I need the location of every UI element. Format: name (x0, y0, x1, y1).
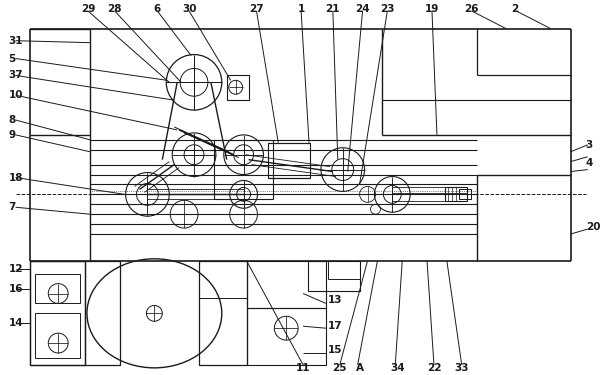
Bar (445, 188, 467, 201)
Text: 13: 13 (328, 296, 343, 306)
Text: 14: 14 (8, 318, 23, 328)
Text: A: A (356, 363, 364, 373)
Text: 29: 29 (81, 4, 95, 14)
Bar (36, 274, 80, 303)
Bar (268, 143, 310, 177)
Text: 37: 37 (8, 70, 23, 80)
Text: 20: 20 (586, 222, 600, 232)
Text: 12: 12 (8, 264, 23, 274)
Bar (31, 261, 85, 365)
Bar (328, 261, 359, 279)
Bar (31, 261, 120, 365)
Text: 28: 28 (108, 4, 122, 14)
Bar (247, 261, 326, 308)
Text: 22: 22 (427, 363, 441, 373)
Text: 34: 34 (390, 363, 405, 373)
Text: 1: 1 (297, 4, 305, 14)
Bar (247, 308, 326, 365)
Text: 21: 21 (326, 4, 340, 14)
Text: 8: 8 (8, 115, 16, 125)
Bar (227, 75, 249, 100)
Text: 15: 15 (328, 345, 343, 355)
Text: 9: 9 (8, 130, 16, 140)
Text: 23: 23 (380, 4, 395, 14)
Text: 18: 18 (8, 172, 23, 183)
Bar (36, 314, 80, 358)
Text: 33: 33 (455, 363, 469, 373)
Text: 31: 31 (8, 36, 23, 46)
Text: 17: 17 (328, 321, 343, 331)
Bar (199, 261, 247, 365)
Text: 24: 24 (355, 4, 370, 14)
Bar (214, 140, 273, 200)
Text: 26: 26 (464, 4, 479, 14)
Text: 11: 11 (296, 363, 311, 373)
Text: 16: 16 (8, 284, 23, 294)
Text: 6: 6 (154, 4, 161, 14)
Text: 4: 4 (586, 158, 593, 168)
Text: 25: 25 (332, 363, 347, 373)
Text: 10: 10 (8, 90, 23, 100)
Text: 30: 30 (182, 4, 196, 14)
Text: 3: 3 (586, 140, 593, 150)
Text: 19: 19 (425, 4, 439, 14)
Text: 2: 2 (510, 4, 518, 14)
Text: 7: 7 (8, 202, 16, 212)
Text: 5: 5 (8, 54, 16, 63)
Bar (459, 189, 471, 200)
Text: 27: 27 (249, 4, 264, 14)
Bar (308, 261, 359, 291)
